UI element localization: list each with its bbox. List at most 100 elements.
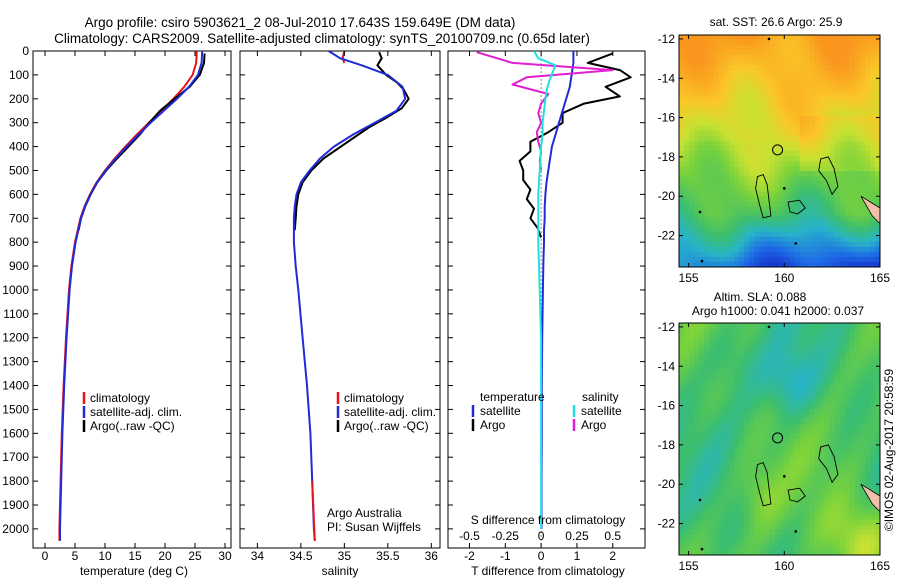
heatmap-cell: [859, 464, 866, 470]
heatmap-cell: [779, 100, 786, 107]
heatmap-cell: [694, 343, 700, 349]
heatmap-cell: [754, 439, 761, 445]
heatmap-cell: [814, 186, 821, 192]
heatmap-cell: [734, 544, 740, 551]
heatmap-cell: [839, 484, 846, 491]
heatmap-cell: [804, 70, 811, 76]
heatmap-cell: [824, 423, 831, 430]
heatmap-cell: [874, 105, 880, 112]
heatmap-cell: [809, 120, 816, 127]
heatmap-cell: [754, 363, 761, 369]
heatmap-cell: [794, 166, 801, 172]
heatmap-cell: [769, 499, 776, 506]
heatmap-cell: [804, 135, 811, 142]
heatmap-cell: [699, 494, 705, 501]
heatmap-cell: [699, 509, 705, 516]
heatmap-cell: [789, 534, 796, 541]
heatmap-cell: [734, 120, 740, 127]
heatmap-cell: [824, 105, 831, 112]
heatmap-cell: [779, 120, 786, 127]
heatmap-cell: [754, 398, 761, 405]
heatmap-cell: [704, 383, 710, 390]
heatmap-cell: [694, 156, 700, 162]
heatmap-cell: [854, 333, 861, 339]
heatmap-cell: [784, 145, 791, 152]
heatmap-cell: [804, 358, 811, 364]
heatmap-cell: [709, 130, 715, 137]
heatmap-cell: [704, 433, 710, 440]
heatmap-cell: [779, 191, 786, 197]
heatmap-cell: [679, 226, 685, 233]
heatmap-cell: [844, 216, 851, 223]
heatmap-cell: [719, 60, 725, 66]
heatmap-cell: [779, 256, 786, 263]
heatmap-cell: [829, 469, 836, 475]
legend-label-argo: Argo(..raw -QC): [90, 419, 175, 433]
heatmap-cell: [864, 428, 871, 435]
heatmap-cell: [854, 418, 861, 425]
heatmap-cell: [684, 95, 690, 102]
heatmap-cell: [844, 125, 851, 132]
heatmap-cell: [854, 423, 861, 430]
heatmap-cell: [864, 95, 871, 102]
heatmap-cell: [704, 251, 710, 258]
heatmap-cell: [859, 125, 866, 132]
heatmap-cell: [849, 95, 856, 102]
heatmap-cell: [779, 236, 786, 243]
heatmap-cell: [779, 474, 786, 480]
heatmap-cell: [799, 358, 806, 364]
heatmap-cell: [704, 449, 710, 455]
heatmap-cell: [819, 338, 826, 344]
heatmap-cell: [704, 529, 710, 536]
heatmap-cell: [744, 514, 750, 521]
heatmap-cell: [724, 403, 730, 410]
heatmap-cell: [779, 383, 786, 390]
heatmap-cell: [874, 328, 880, 334]
heatmap-cell: [819, 110, 826, 117]
heatmap-cell: [804, 176, 811, 182]
heatmap-cell: [829, 368, 836, 375]
heatmap-cell: [744, 534, 750, 541]
heatmap-cell: [824, 444, 831, 450]
heatmap-cell: [784, 348, 791, 354]
heatmap-cell: [799, 353, 806, 359]
heatmap-cell: [794, 40, 801, 46]
heatmap-cell: [764, 439, 771, 445]
heatmap-cell: [759, 338, 766, 344]
heatmap-cell: [834, 261, 841, 267]
heatmap-cell: [754, 256, 761, 263]
heatmap-cell: [869, 196, 876, 203]
heatmap-cell: [724, 120, 730, 127]
heatmap-cell: [809, 499, 816, 506]
heatmap-cell: [719, 40, 725, 46]
temperature-series-satellite: [59, 51, 204, 541]
heatmap-cell: [794, 524, 801, 531]
heatmap-cell: [809, 323, 816, 329]
heatmap-cell: [859, 95, 866, 102]
heatmap-cell: [754, 504, 761, 511]
heatmap-cell: [854, 519, 861, 526]
heatmap-cell: [679, 90, 685, 97]
heatmap-cell: [729, 226, 735, 233]
heatmap-cell: [864, 171, 871, 177]
heatmap-cell: [819, 393, 826, 400]
heatmap-cell: [834, 524, 841, 531]
heatmap-cell: [869, 504, 876, 511]
heatmap-cell: [709, 494, 715, 501]
heatmap-cell: [804, 353, 811, 359]
heatmap-cell: [689, 95, 695, 102]
heatmap-cell: [714, 363, 720, 369]
heatmap-cell: [849, 363, 856, 369]
heatmap-cell: [774, 125, 781, 132]
heatmap-cell: [694, 95, 700, 102]
heatmap-cell: [814, 176, 821, 182]
heatmap-cell: [794, 328, 801, 334]
heatmap-cell: [859, 221, 866, 228]
heatmap-cell: [839, 241, 846, 248]
heatmap-cell: [744, 206, 750, 213]
heatmap-cell: [844, 444, 851, 450]
salinity-annotation-line1: Argo Australia: [327, 506, 402, 520]
heatmap-cell: [744, 161, 750, 167]
heatmap-cell: [734, 145, 740, 152]
heatmap-cell: [714, 439, 720, 445]
